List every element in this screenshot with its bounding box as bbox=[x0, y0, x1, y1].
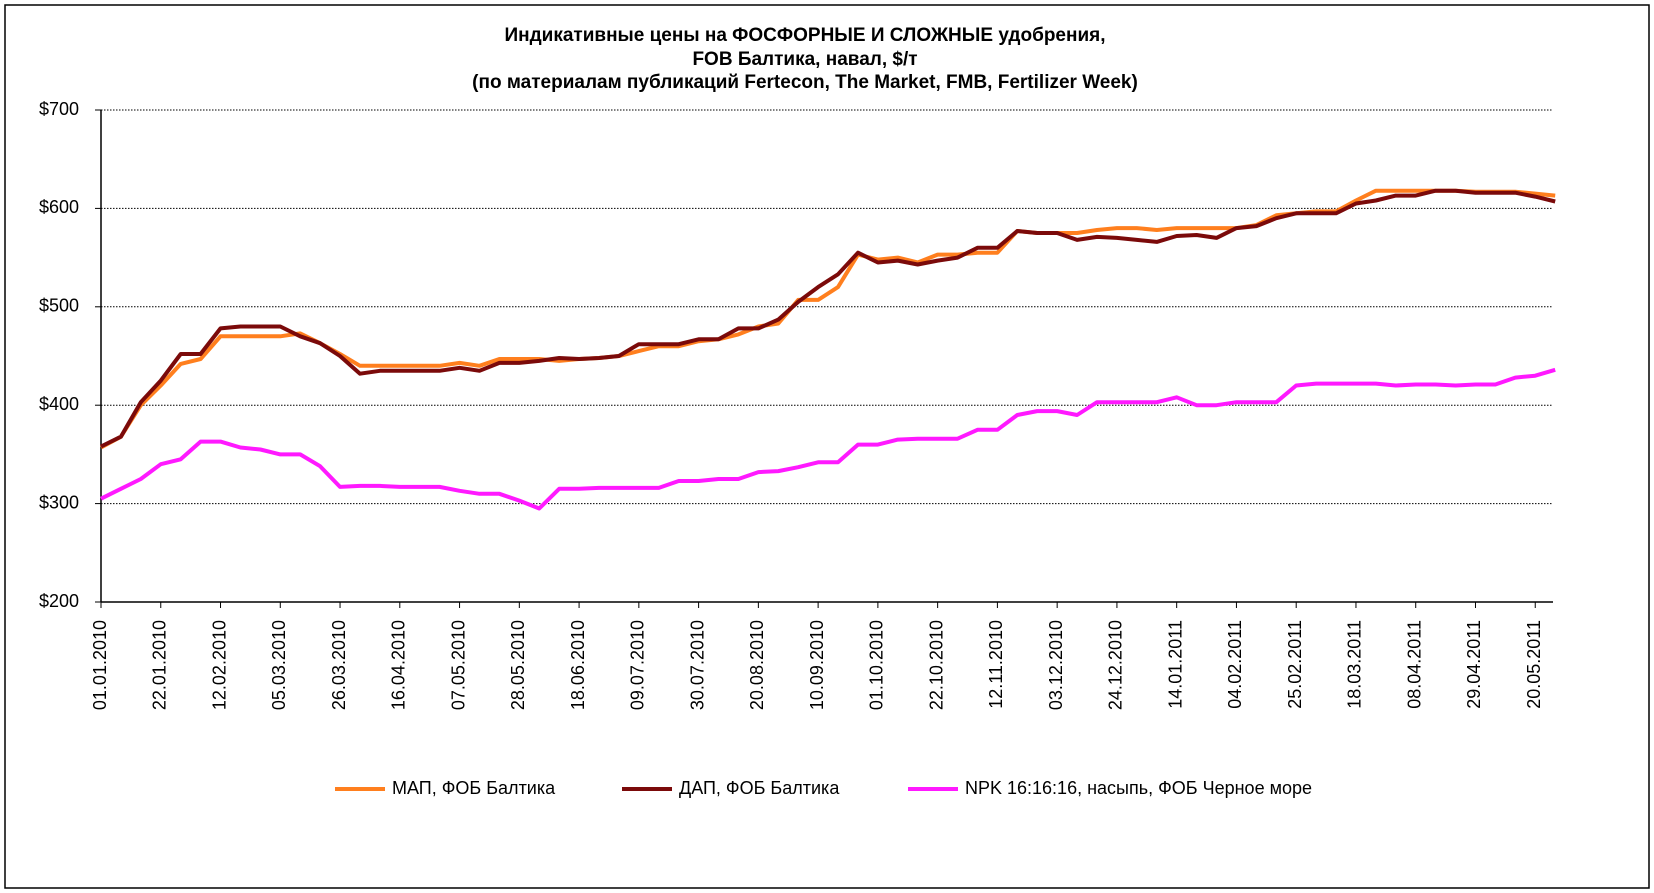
x-tick-label: 26.03.2010 bbox=[329, 620, 349, 710]
chart-title: (по материалам публикаций Fertecon, The … bbox=[472, 72, 1138, 93]
x-tick-label: 30.07.2010 bbox=[687, 620, 707, 710]
chart-title: FOB Балтика, навал, $/т bbox=[692, 49, 917, 70]
x-tick-label: 12.11.2010 bbox=[986, 620, 1006, 709]
x-tick-label: 07.05.2010 bbox=[448, 620, 468, 710]
series-line bbox=[100, 188, 1556, 450]
y-tick-label: $500 bbox=[39, 296, 79, 316]
chart-title: Индикативные цены на ФОСФОРНЫЕ И СЛОЖНЫЕ… bbox=[504, 25, 1105, 46]
x-tick-label: 01.01.2010 bbox=[90, 620, 110, 710]
x-tick-label: 05.03.2010 bbox=[269, 620, 289, 710]
series-line bbox=[100, 188, 1556, 449]
x-tick-label: 22.01.2010 bbox=[150, 620, 170, 710]
x-tick-label: 01.10.2010 bbox=[867, 620, 887, 710]
x-tick-label: 28.05.2010 bbox=[508, 620, 528, 710]
x-tick-label: 24.12.2010 bbox=[1106, 620, 1126, 710]
y-tick-label: $600 bbox=[39, 197, 79, 217]
y-tick-label: $300 bbox=[39, 492, 79, 512]
x-tick-label: 20.08.2010 bbox=[747, 620, 767, 710]
legend-label: ДАП, ФОБ Балтика bbox=[679, 778, 840, 798]
legend-label: NPK 16:16:16, насыпь, ФОБ Черное море bbox=[965, 778, 1312, 798]
x-tick-label: 20.05.2011 bbox=[1524, 620, 1544, 709]
x-tick-label: 22.10.2010 bbox=[926, 620, 946, 710]
x-tick-label: 18.06.2010 bbox=[568, 620, 588, 710]
y-tick-label: $200 bbox=[39, 591, 79, 611]
y-tick-label: $400 bbox=[39, 394, 79, 414]
series-line bbox=[100, 367, 1556, 511]
x-tick-label: 18.03.2011 bbox=[1345, 620, 1365, 709]
x-tick-label: 08.04.2011 bbox=[1404, 620, 1424, 709]
x-tick-label: 03.12.2010 bbox=[1046, 620, 1066, 710]
frame bbox=[4, 4, 1650, 889]
x-tick-label: 25.02.2011 bbox=[1285, 620, 1305, 709]
legend-label: МАП, ФОБ Балтика bbox=[392, 778, 556, 798]
x-tick-label: 16.04.2010 bbox=[389, 620, 409, 710]
x-tick-label: 14.01.2011 bbox=[1165, 620, 1185, 709]
x-tick-label: 12.02.2010 bbox=[209, 620, 229, 710]
x-tick-label: 04.02.2011 bbox=[1225, 620, 1245, 709]
y-tick-label: $700 bbox=[39, 99, 79, 119]
x-tick-label: 09.07.2010 bbox=[628, 620, 648, 710]
x-tick-label: 29.04.2011 bbox=[1464, 620, 1484, 709]
x-tick-label: 10.09.2010 bbox=[807, 620, 827, 710]
